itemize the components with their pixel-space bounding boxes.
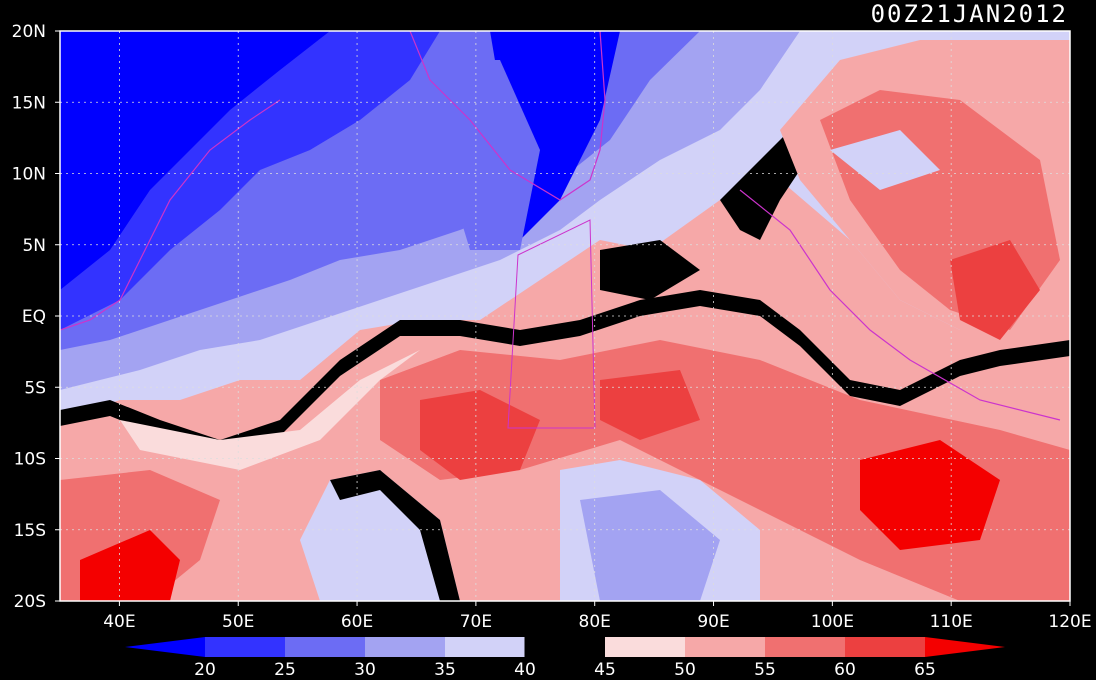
field-sw-70 bbox=[80, 530, 180, 601]
colorbar-arrow-left bbox=[125, 637, 205, 657]
field-south-40 bbox=[300, 470, 460, 601]
y-tick-label: 10N bbox=[12, 165, 46, 185]
colorbar-label: 60 bbox=[834, 660, 856, 680]
x-tick-label: 80E bbox=[579, 612, 611, 632]
map-title: 00Z21JAN2012 bbox=[871, 0, 1068, 28]
x-tick-label: 120E bbox=[1048, 612, 1091, 632]
field-south-65-a bbox=[420, 390, 540, 480]
axis-ticks: 40E 50E 60E 70E 80E 90E 100E 110E 120E 20N 15N 10N 5… bbox=[12, 22, 1092, 632]
field-south-45-edge bbox=[330, 470, 460, 601]
x-tick-label: 60E bbox=[341, 612, 373, 632]
y-tick-label: 5S bbox=[24, 378, 46, 398]
colorbar-segment bbox=[445, 637, 525, 657]
field-ne-65 bbox=[950, 240, 1040, 340]
colorbar-segment bbox=[285, 637, 365, 657]
colorbar-arrow-right bbox=[925, 637, 1005, 657]
field-band-20 bbox=[60, 31, 330, 290]
gridlines bbox=[60, 31, 1070, 601]
x-tick-label: 90E bbox=[697, 612, 729, 632]
x-tick-label: 40E bbox=[103, 612, 135, 632]
colorbar-label: 25 bbox=[274, 660, 296, 680]
humidity-field bbox=[60, 31, 1070, 601]
colorbar-segment bbox=[605, 637, 685, 657]
colorbar-label: 55 bbox=[754, 660, 776, 680]
x-tick-label: 50E bbox=[222, 612, 254, 632]
y-tick-label: 10S bbox=[14, 450, 46, 470]
y-tick-label: 20N bbox=[12, 22, 46, 42]
colorbar: 20 25 30 35 40 45 50 55 60 65 bbox=[125, 636, 1005, 680]
x-tick-label: 100E bbox=[811, 612, 854, 632]
colorbar-label: 65 bbox=[914, 660, 936, 680]
coastline bbox=[60, 31, 606, 331]
field-band-45-blob bbox=[600, 240, 700, 300]
colorbar-label: 45 bbox=[594, 660, 616, 680]
x-tick-label: 70E bbox=[460, 612, 492, 632]
colorbar-segment bbox=[685, 637, 765, 657]
colorbar-segment bbox=[845, 637, 925, 657]
y-tick-label: EQ bbox=[22, 307, 46, 327]
field-ne-40 bbox=[830, 130, 940, 190]
field-band-45-south bbox=[60, 290, 1070, 456]
field-south-70 bbox=[860, 440, 1000, 550]
colorbar-label: 20 bbox=[194, 660, 216, 680]
x-tick-label: 110E bbox=[930, 612, 973, 632]
y-tick-label: 15N bbox=[12, 93, 46, 113]
colorbar-label: 30 bbox=[354, 660, 376, 680]
field-band-50 bbox=[120, 350, 420, 470]
colorbar-segment bbox=[365, 637, 445, 657]
y-tick-label: 5N bbox=[22, 236, 46, 256]
colorbar-label: 40 bbox=[514, 660, 536, 680]
colorbar-segment bbox=[205, 637, 285, 657]
colorbar-segment bbox=[765, 637, 845, 657]
colorbar-label: 50 bbox=[674, 660, 696, 680]
colorbar-label: 35 bbox=[434, 660, 456, 680]
y-tick-label: 20S bbox=[14, 592, 46, 612]
coastline-sumatra bbox=[739, 189, 1061, 421]
colorbar-segment bbox=[524, 636, 606, 658]
field-south-35 bbox=[580, 490, 720, 601]
y-tick-label: 15S bbox=[14, 521, 46, 541]
